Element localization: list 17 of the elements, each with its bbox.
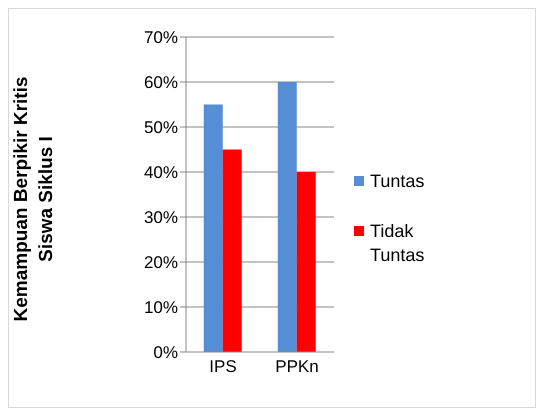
y-tick-label: 20% (144, 253, 178, 272)
y-tick-label: 10% (144, 298, 178, 318)
x-tick-label: PPKn (275, 357, 319, 376)
y-axis-title: Kemampuan Berpikir Kritis Siswa Siklus I (10, 76, 58, 324)
y-tick-label: 0% (153, 343, 178, 362)
bar (278, 82, 297, 352)
legend-label: Tuntas (370, 170, 424, 193)
y-tick-label: 40% (144, 163, 178, 182)
bar (222, 150, 242, 352)
bar (296, 172, 316, 352)
y-tick-label: 60% (144, 73, 178, 92)
legend-label: Tidak Tuntas (370, 220, 426, 267)
bar (204, 104, 223, 352)
x-tick-label: IPS (209, 357, 237, 376)
y-tick-label: 50% (144, 118, 178, 138)
y-tick-label: 30% (144, 208, 178, 228)
y-tick-label: 70% (144, 28, 178, 48)
